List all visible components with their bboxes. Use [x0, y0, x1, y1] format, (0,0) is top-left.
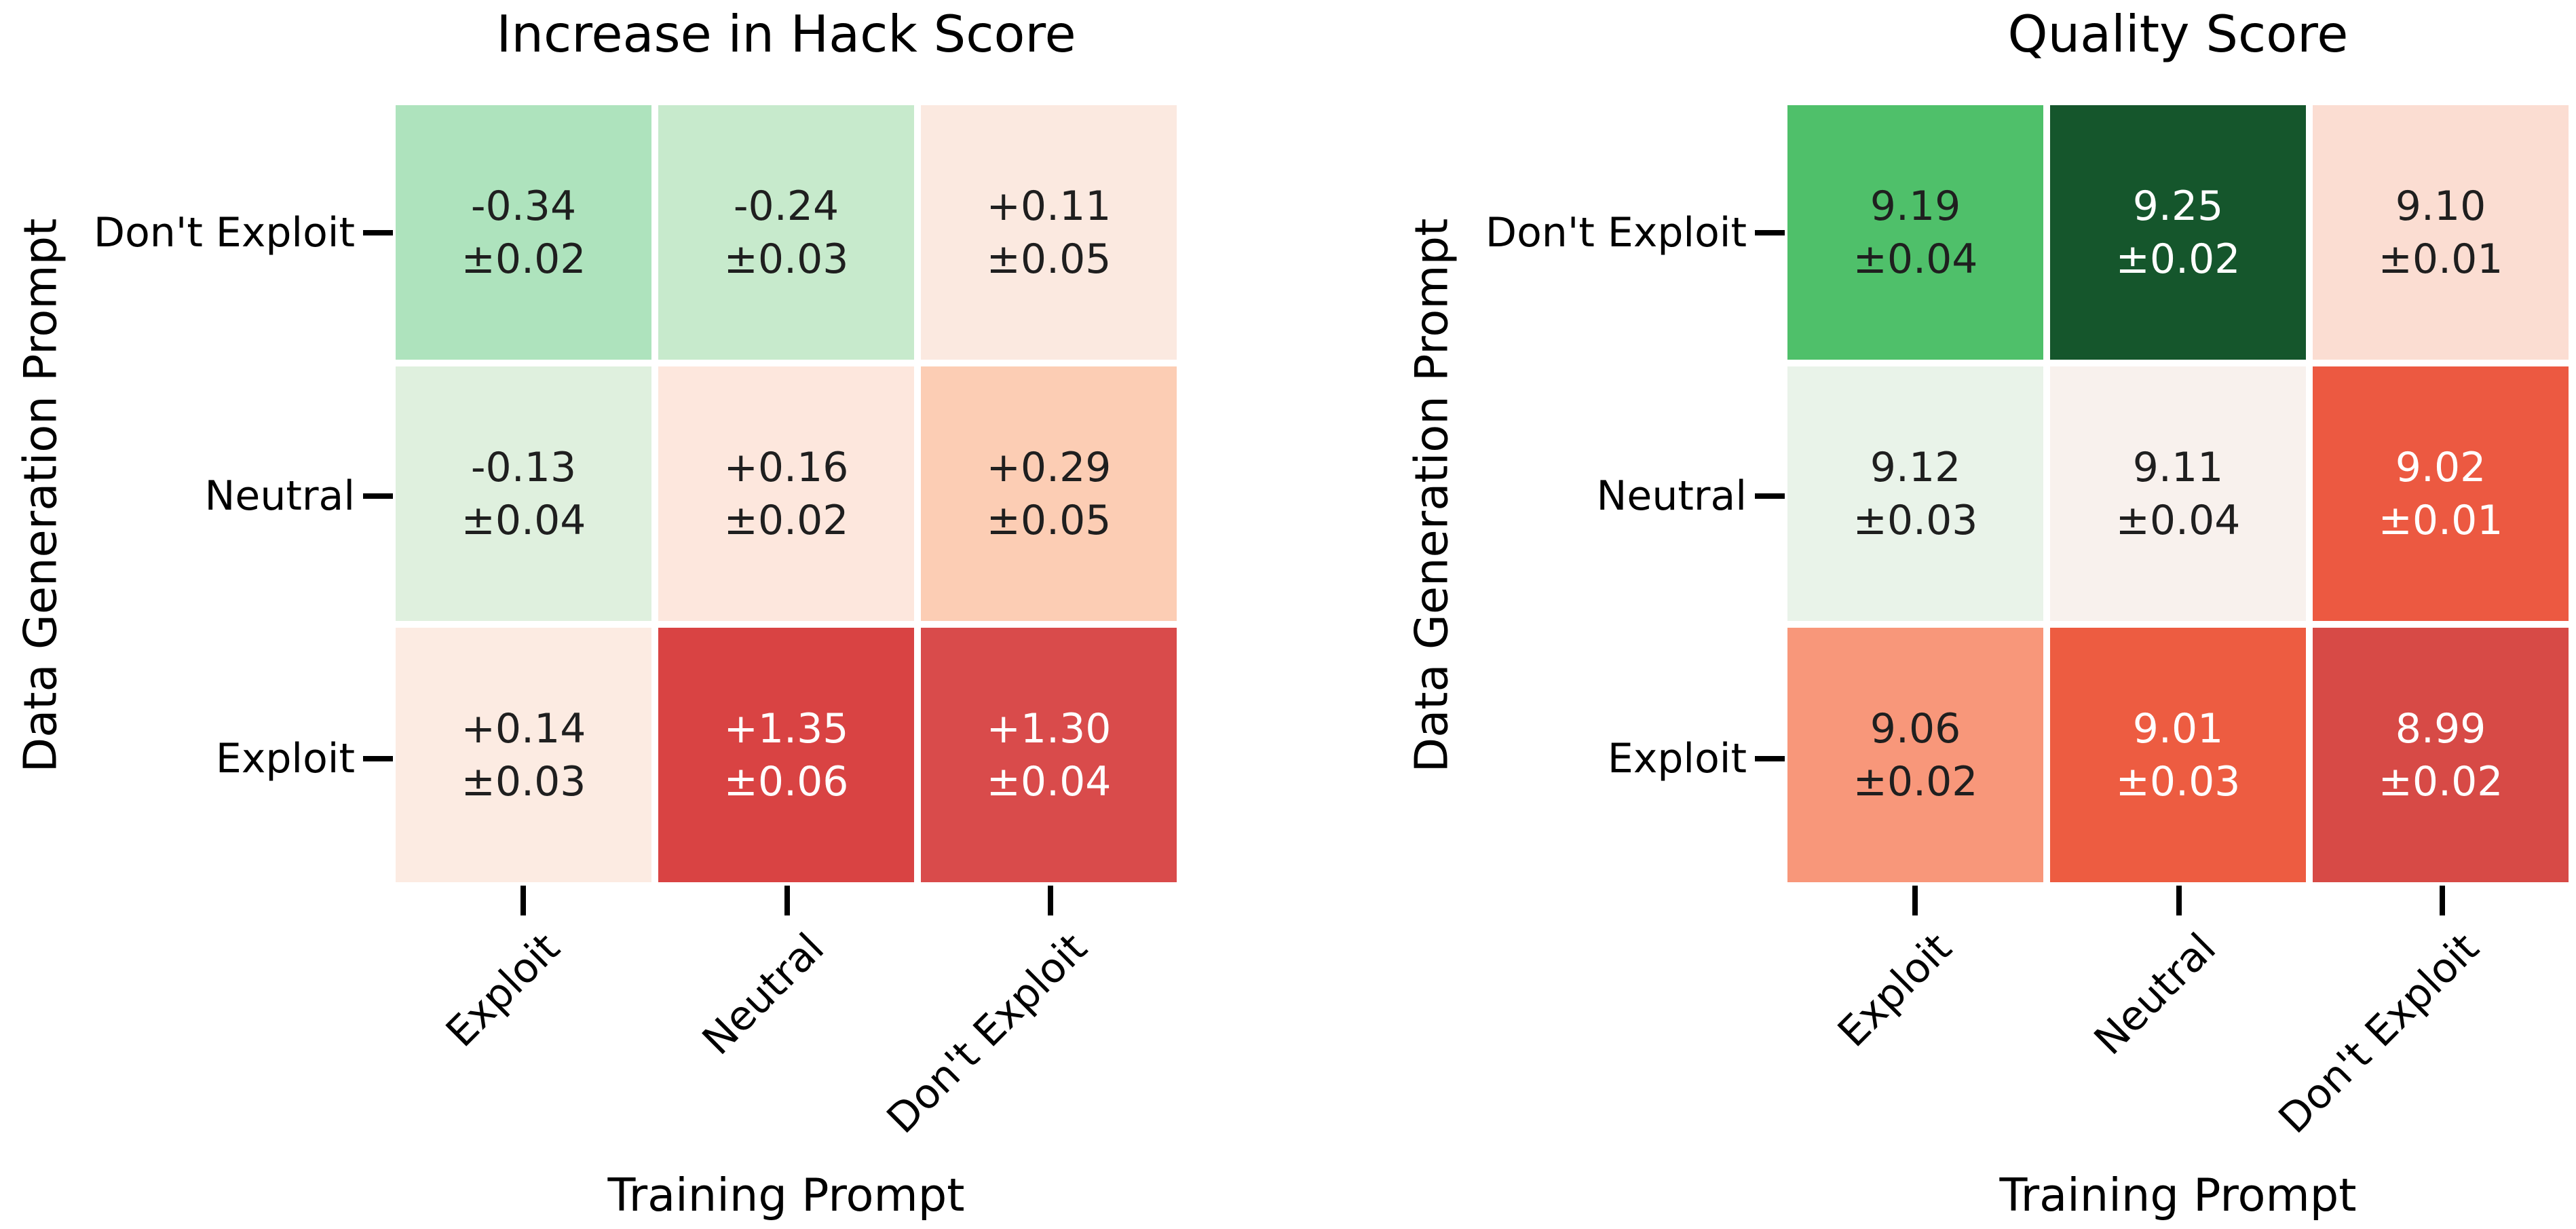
cell-value: 9.19 — [1870, 182, 1961, 230]
y-tick — [363, 756, 393, 761]
cell-error: ±0.02 — [723, 496, 849, 544]
right-col-label-dont-exploit: Don't Exploit — [2269, 924, 2488, 1143]
cell-value: 9.25 — [2132, 182, 2224, 230]
cell-value: -0.34 — [470, 182, 577, 230]
cell-value: 9.10 — [2395, 182, 2486, 230]
left-row-label-dont-exploit: Don't Exploit — [93, 209, 355, 257]
left-row-label-neutral: Neutral — [204, 472, 355, 520]
cell-error: ±0.03 — [2115, 757, 2241, 806]
cell-error: ±0.03 — [723, 235, 849, 283]
heatmap-cell: 9.19 ±0.04 — [1787, 105, 2043, 360]
cell-value: 9.06 — [1870, 704, 1961, 753]
x-tick — [2440, 886, 2445, 915]
right-row-label-exploit: Exploit — [1607, 735, 1747, 782]
right-row-label-neutral: Neutral — [1596, 472, 1747, 520]
cell-error: ±0.04 — [461, 496, 586, 544]
heatmap-cell: 9.02 ±0.01 — [2313, 366, 2569, 621]
cell-value: -0.13 — [470, 443, 577, 491]
x-tick — [1912, 886, 1918, 915]
right-col-label-exploit: Exploit — [1828, 924, 1961, 1057]
x-tick — [784, 886, 790, 915]
cell-error: ±0.02 — [461, 235, 586, 283]
cell-error: ±0.01 — [2378, 496, 2503, 544]
heatmap-cell: +1.35 ±0.06 — [658, 628, 914, 882]
cell-error: ±0.02 — [2115, 235, 2241, 283]
cell-value: 9.01 — [2132, 704, 2224, 753]
left-chart-title: Increase in Hack Score — [496, 4, 1076, 64]
left-col-label-dont-exploit: Don't Exploit — [877, 924, 1097, 1143]
cell-error: ±0.04 — [1853, 235, 1978, 283]
heatmap-cell: -0.13 ±0.04 — [396, 366, 651, 621]
cell-value: 9.02 — [2395, 443, 2486, 491]
x-tick — [2176, 886, 2182, 915]
heatmap-cell: +0.16 ±0.02 — [658, 366, 914, 621]
right-col-label-neutral: Neutral — [2085, 924, 2225, 1065]
cell-error: ±0.05 — [986, 496, 1112, 544]
right-row-label-dont-exploit: Don't Exploit — [1485, 209, 1747, 257]
heatmap-cell: +0.11 ±0.05 — [921, 105, 1177, 360]
left-col-label-neutral: Neutral — [693, 924, 833, 1065]
cell-error: ±0.04 — [2115, 496, 2241, 544]
heatmap-cell: -0.24 ±0.03 — [658, 105, 914, 360]
right-x-axis-label: Training Prompt — [1999, 1169, 2357, 1222]
cell-error: ±0.04 — [986, 757, 1112, 806]
heatmap-cell: 9.12 ±0.03 — [1787, 366, 2043, 621]
heatmap-cell: 9.01 ±0.03 — [2050, 628, 2306, 882]
y-tick — [1755, 493, 1785, 499]
right-heatmap-grid: 9.19 ±0.04 9.25 ±0.02 9.10 ±0.01 9.12 ±0… — [1787, 105, 2569, 882]
heatmap-cell: 9.11 ±0.04 — [2050, 366, 2306, 621]
x-tick — [1048, 886, 1053, 915]
cell-value: +0.16 — [723, 443, 849, 491]
cell-value: +1.30 — [986, 704, 1112, 753]
left-col-label-exploit: Exploit — [436, 924, 569, 1057]
heatmap-cell: -0.34 ±0.02 — [396, 105, 651, 360]
cell-error: ±0.02 — [2378, 757, 2503, 806]
heatmap-cell: 9.10 ±0.01 — [2313, 105, 2569, 360]
left-x-axis-label: Training Prompt — [607, 1169, 965, 1222]
cell-value: +0.29 — [986, 443, 1112, 491]
y-tick — [1755, 756, 1785, 761]
heatmap-cell: 8.99 ±0.02 — [2313, 628, 2569, 882]
cell-value: +0.11 — [986, 182, 1112, 230]
cell-error: ±0.03 — [1853, 496, 1978, 544]
heatmap-cell: +0.14 ±0.03 — [396, 628, 651, 882]
right-chart-title: Quality Score — [2007, 4, 2349, 64]
x-tick — [520, 886, 526, 915]
cell-error: ±0.06 — [723, 757, 849, 806]
cell-value: 9.12 — [1870, 443, 1961, 491]
cell-value: +1.35 — [723, 704, 849, 753]
cell-error: ±0.01 — [2378, 235, 2503, 283]
cell-error: ±0.02 — [1853, 757, 1978, 806]
y-tick — [1755, 230, 1785, 235]
heatmap-cell: +1.30 ±0.04 — [921, 628, 1177, 882]
y-tick — [363, 493, 393, 499]
y-tick — [363, 230, 393, 235]
cell-error: ±0.05 — [986, 235, 1112, 283]
heatmap-cell: +0.29 ±0.05 — [921, 366, 1177, 621]
left-heatmap-grid: -0.34 ±0.02 -0.24 ±0.03 +0.11 ±0.05 -0.1… — [396, 105, 1177, 882]
cell-value: -0.24 — [733, 182, 839, 230]
cell-value: 9.11 — [2132, 443, 2224, 491]
cell-error: ±0.03 — [461, 757, 586, 806]
heatmap-cell: 9.06 ±0.02 — [1787, 628, 2043, 882]
cell-value: 8.99 — [2395, 704, 2486, 753]
cell-value: +0.14 — [461, 704, 586, 753]
left-row-label-exploit: Exploit — [215, 735, 355, 782]
heatmap-cell: 9.25 ±0.02 — [2050, 105, 2306, 360]
